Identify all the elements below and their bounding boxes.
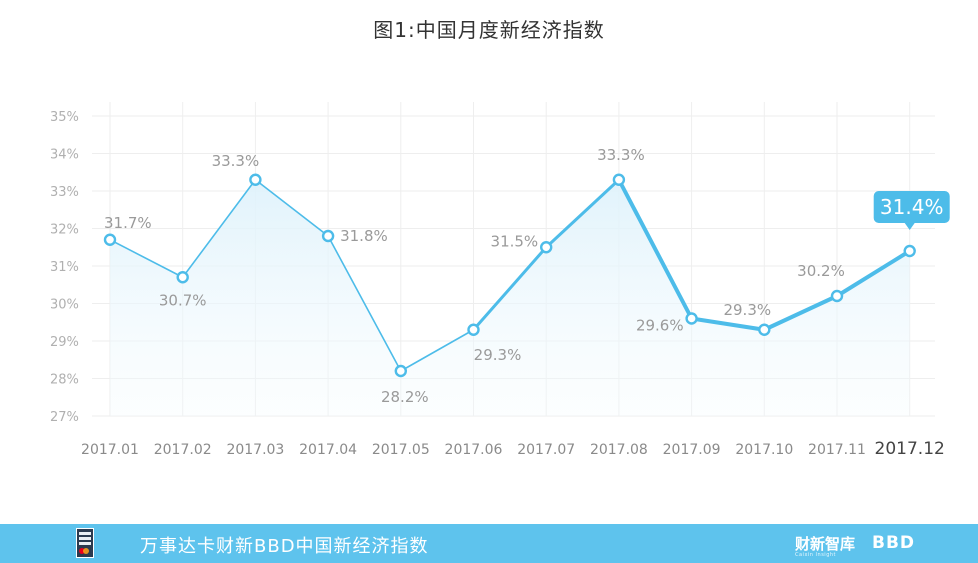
line-segment xyxy=(109,238,184,279)
y-tick-label: 32% xyxy=(50,223,79,238)
data-points xyxy=(103,173,916,378)
data-point xyxy=(176,271,189,284)
caixin-insight-subtext: Caixin Insight xyxy=(795,552,836,558)
highlight-bubble-pointer xyxy=(904,223,915,230)
data-point xyxy=(467,323,480,336)
chart-title: 图1:中国月度新经济指数 xyxy=(373,18,605,42)
data-point xyxy=(321,229,335,243)
data-label: 33.3% xyxy=(597,146,645,164)
x-tick-label: 2017.09 xyxy=(663,442,721,458)
y-axis-ticks: 27% 28% 29% 30% 31% 32% 33% 34% 35% xyxy=(50,110,79,425)
line-segment xyxy=(327,235,402,372)
y-tick-label: 30% xyxy=(50,298,79,313)
data-label: 31.7% xyxy=(104,214,152,232)
data-label: 31.8% xyxy=(340,227,388,245)
series-line xyxy=(109,177,912,372)
data-point xyxy=(103,233,117,246)
line-segment xyxy=(689,316,767,332)
line-segment xyxy=(181,178,257,279)
line-chart: 27% 28% 29% 30% 31% 32% 33% 34% 35% 31.7% 30.7% 33… xyxy=(50,102,950,459)
line-segment xyxy=(399,328,475,372)
y-tick-label: 29% xyxy=(50,335,79,350)
nei-logo-icon xyxy=(76,528,94,558)
data-label: 31.5% xyxy=(491,232,539,250)
x-tick-label: 2017.02 xyxy=(154,442,212,458)
data-label: 30.2% xyxy=(797,262,845,280)
data-label: 30.7% xyxy=(159,291,207,309)
data-point xyxy=(540,241,553,254)
line-segment xyxy=(835,249,912,298)
line-segment xyxy=(472,245,548,332)
data-point xyxy=(249,173,262,186)
data-label: 29.3% xyxy=(474,346,522,364)
area-fill-path xyxy=(110,179,910,416)
y-tick-label: 35% xyxy=(50,110,79,125)
data-label: 33.3% xyxy=(212,152,260,170)
line-segment xyxy=(254,178,329,237)
footer-title: 万事达卡财新BBD中国新经济指数 xyxy=(140,536,429,557)
bbd-logo: BBD xyxy=(872,533,916,553)
x-tick-label: 2017.10 xyxy=(735,442,793,458)
area-fill xyxy=(110,179,910,416)
x-tick-label: 2017.08 xyxy=(590,442,648,458)
data-point xyxy=(394,364,407,378)
data-label: 29.6% xyxy=(636,317,684,335)
footer-bar: 万事达卡财新BBD中国新经济指数 财新智库 Caixin Insight BBD xyxy=(0,524,978,563)
y-tick-label: 31% xyxy=(50,260,79,275)
data-point xyxy=(612,173,626,186)
y-tick-label: 28% xyxy=(50,373,79,388)
x-tick-label: 2017.12 xyxy=(875,439,945,459)
data-point xyxy=(903,244,916,258)
caixin-insight-logo: 财新智库 xyxy=(795,535,856,553)
y-tick-label: 33% xyxy=(50,185,79,200)
x-axis-ticks: 2017.01 2017.02 2017.03 2017.04 2017.05 2017.… xyxy=(81,439,945,459)
data-point xyxy=(685,312,698,325)
highlight-data-label: 31.4% xyxy=(880,195,944,219)
y-tick-label: 34% xyxy=(50,148,79,163)
highlight-bubble xyxy=(873,191,950,223)
data-label: 29.3% xyxy=(723,301,771,319)
x-tick-label: 2017.05 xyxy=(372,442,430,458)
data-point xyxy=(830,289,844,303)
x-tick-label: 2017.07 xyxy=(517,442,575,458)
data-labels: 31.7% 30.7% 33.3% 31.8% 28.2% 29.3% 31.5% 33.3%… xyxy=(104,146,950,406)
line-segment xyxy=(762,294,839,332)
data-point xyxy=(758,323,771,336)
y-tick-label: 27% xyxy=(50,410,79,425)
x-tick-label: 2017.03 xyxy=(226,442,284,458)
x-tick-label: 2017.11 xyxy=(808,442,866,458)
x-tick-label: 2017.01 xyxy=(81,442,139,458)
data-label: 28.2% xyxy=(381,388,429,406)
line-segment xyxy=(616,177,694,321)
x-tick-label: 2017.06 xyxy=(445,442,503,458)
line-segment xyxy=(544,178,621,249)
x-tick-label: 2017.04 xyxy=(299,442,357,458)
